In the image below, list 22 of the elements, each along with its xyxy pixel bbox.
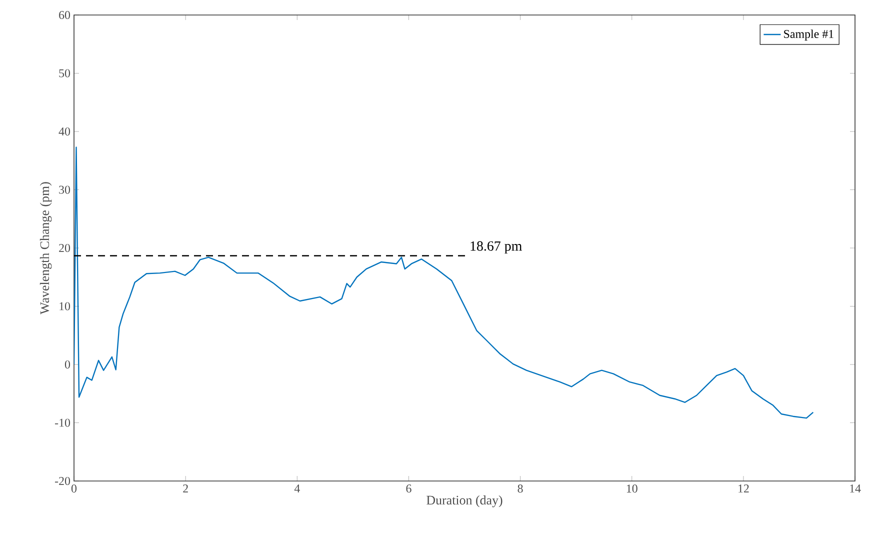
x-tick-label: 8 [518, 484, 523, 493]
y-tick-label: 30 [59, 186, 70, 194]
line-series [74, 146, 814, 419]
y-tick-label: 60 [59, 10, 70, 20]
y-tick-label: 10 [60, 302, 70, 310]
x-tick-label: 10 [626, 484, 638, 493]
y-tick-label: 0 [64, 360, 70, 369]
y-tick-label: 40 [58, 127, 70, 136]
x-tick-label: 0 [71, 484, 77, 493]
x-tick-label: 12 [738, 484, 749, 492]
legend-label: Sample #1 [784, 30, 834, 40]
x-tick-label: 2 [183, 484, 188, 492]
y-axis-title: Wavelength Change (pm) [40, 182, 52, 314]
annotation: 18.67 pm [470, 241, 522, 254]
y-tick-label: 50 [59, 69, 70, 78]
x-tick-label: 4 [294, 484, 300, 492]
y-tick-label: -20 [54, 476, 70, 486]
y-tick-label: 20 [59, 244, 70, 252]
x-axis-title: Duration (day) [426, 495, 502, 508]
x-tick-label: 6 [406, 484, 412, 493]
x-tick-label: 14 [850, 484, 861, 492]
y-tick-label: -10 [54, 418, 70, 427]
